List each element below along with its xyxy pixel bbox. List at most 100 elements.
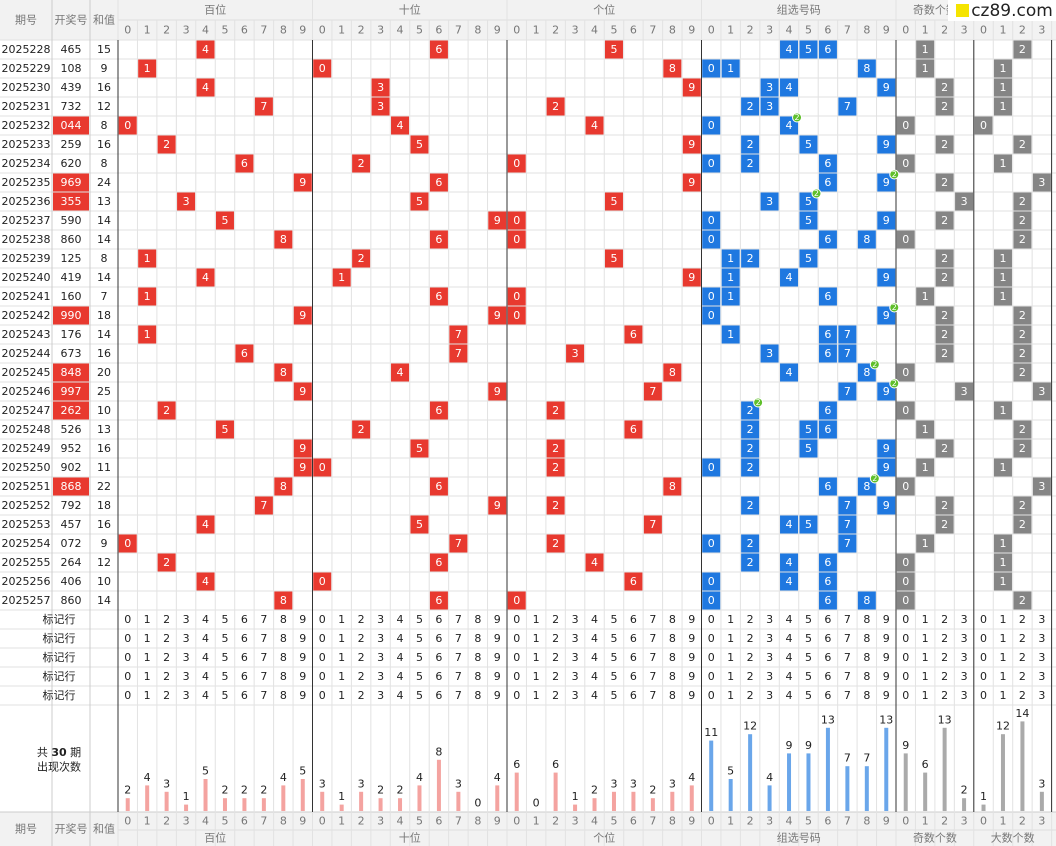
number-cell [546,97,565,116]
cell-digit: 9 [883,214,890,227]
cell-digit: 2 [1019,366,1026,379]
cell-digit: 7 [260,499,267,512]
number-cell [196,572,215,591]
mark-row-cell: 6 [241,632,248,645]
number-cell [702,211,721,230]
cell-digit: 4 [786,556,793,569]
sum: 14 [97,328,111,341]
mark-row-cell: 6 [824,670,831,683]
mark-row-cell: 0 [708,632,715,645]
issue: 2025241 [2,290,51,303]
cell-digit: 6 [435,43,442,56]
cell-digit: 9 [688,81,695,94]
group-name: 十位 [399,3,421,17]
number-cell [1013,135,1032,154]
mark-row-cell: 5 [610,670,617,683]
mark-row-cell: 1 [338,613,345,626]
mark-row-cell: 1 [727,670,734,683]
number-cell [935,249,954,268]
mark-row-cell: 8 [280,670,287,683]
number-cell [643,382,662,401]
cell-digit: 0 [319,575,326,588]
column-label: 1 [144,815,151,828]
cell-digit: 9 [299,385,306,398]
cell-digit: 0 [708,309,715,322]
number-cell [896,116,915,135]
cell-digit: 8 [863,594,870,607]
cell-digit: 2 [747,138,754,151]
count-bar [806,753,811,811]
number-cell [741,420,760,439]
number-cell [429,553,448,572]
cell-digit: 9 [883,499,890,512]
column-label: 7 [649,815,656,828]
cell-digit: 0 [902,404,909,417]
number-cell [274,591,293,610]
column-label: 7 [844,815,851,828]
count-bar [553,772,558,811]
mark-row-cell: 7 [844,651,851,664]
number-cell [429,230,448,249]
count-label: 1 [572,790,579,803]
column-label: 0 [513,815,520,828]
count-bar [300,779,305,811]
count-bar [962,798,967,811]
number-cell [1032,173,1051,192]
number-cell [313,59,332,78]
cell-digit: 0 [513,290,520,303]
mark-row-cell: 8 [280,632,287,645]
cell-digit: 2 [941,176,948,189]
cell-digit: 6 [630,575,637,588]
group-name: 奇数个数 [913,832,957,845]
mark-row-cell: 3 [961,632,968,645]
draw-number: 997 [61,385,82,398]
number-cell [935,325,954,344]
number-cell [877,135,896,154]
number-cell [935,268,954,287]
column-label: 2 [358,24,365,37]
mark-row-cell: 0 [319,632,326,645]
count-bar [884,727,889,811]
cell-digit: 3 [183,195,190,208]
mark-row-cell: 1 [144,613,151,626]
repeat-highlight [53,382,89,401]
draw-number: 160 [61,290,82,303]
mark-row-cell: 6 [241,613,248,626]
cell-digit: 8 [669,62,676,75]
number-cell [721,325,740,344]
mark-row-cell: 2 [552,613,559,626]
count-bar [748,734,753,811]
count-label: 4 [766,771,773,784]
mark-row-cell: 4 [397,689,404,702]
column-label: 2 [941,24,948,37]
cell-digit: 0 [708,214,715,227]
count-bar [845,766,850,811]
mark-row-cell: 5 [416,670,423,683]
column-label: 5 [416,815,423,828]
mark-row-cell: 2 [163,651,170,664]
number-cell [741,496,760,515]
cell-digit: 5 [221,423,228,436]
column-label: 9 [688,24,695,37]
cell-digit: 7 [844,499,851,512]
cell-digit: 6 [824,480,831,493]
count-label: 7 [863,752,870,765]
mark-row-cell: 2 [1019,613,1026,626]
column-label: 4 [202,815,209,828]
mark-row-cell: 9 [494,632,501,645]
number-cell [177,192,196,211]
count-label: 2 [961,784,968,797]
number-cell [916,287,935,306]
sum: 16 [97,347,111,360]
sum: 8 [101,119,108,132]
number-cell [780,268,799,287]
cell-digit: 2 [163,404,170,417]
mark-row-cell: 1 [144,632,151,645]
cell-digit: 1 [922,290,929,303]
cell-digit: 3 [961,385,968,398]
mark-row-cell: 5 [416,632,423,645]
number-cell [838,534,857,553]
mark-row-cell: 9 [883,632,890,645]
count-label: 7 [844,752,851,765]
column-label: 9 [688,815,695,828]
